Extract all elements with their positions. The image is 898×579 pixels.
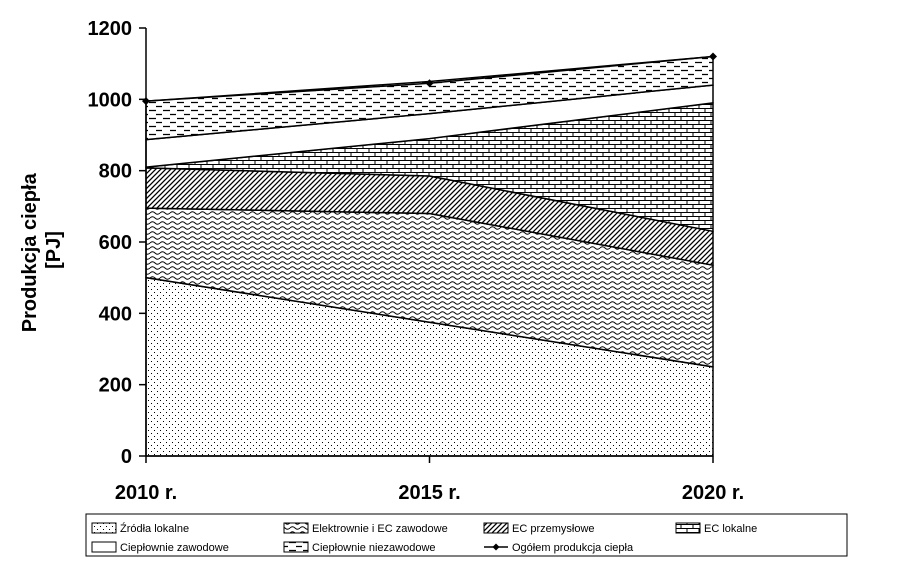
legend-item-ogolem-produkcja-ciepla: Ogółem produkcja ciepła bbox=[484, 542, 634, 554]
legend-item-ec-lokalne: EC lokalne bbox=[675, 522, 757, 535]
stacked-areas bbox=[145, 55, 714, 457]
y-tick-labels: 0 200 400 600 800 1000 1200 bbox=[88, 18, 146, 468]
legend-frame bbox=[85, 513, 848, 557]
legend-label: Źródła lokalne bbox=[120, 522, 189, 535]
legend-swatch bbox=[675, 522, 701, 534]
legend-item-cieplownie-niezawodowe: Ciepłownie niezawodowe bbox=[283, 541, 436, 554]
legend-swatch bbox=[283, 541, 309, 553]
total-point bbox=[425, 79, 434, 88]
y-tick-label: 400 bbox=[99, 303, 132, 325]
legend-label: Elektrownie i EC zawodowe bbox=[312, 523, 448, 535]
x-tick-label: 2020 r. bbox=[682, 482, 744, 504]
legend: Źródła lokalne Elektrownie i EC zawodowe E… bbox=[85, 513, 848, 557]
legend-item-zrodla-lokalne: Źródła lokalne bbox=[91, 522, 189, 535]
legend-label: EC lokalne bbox=[704, 523, 757, 535]
legend-swatch bbox=[91, 522, 117, 534]
y-axis-label: Produkcja ciepła [PJ] bbox=[19, 168, 65, 333]
x-tick-label: 2010 r. bbox=[115, 482, 177, 504]
legend-swatch-marker bbox=[492, 543, 500, 551]
y-tick-label: 200 bbox=[99, 375, 132, 397]
legend-label: Ogółem produkcja ciepła bbox=[512, 542, 634, 554]
x-tick-labels: 2010 r. 2015 r. 2020 r. bbox=[115, 456, 744, 504]
legend-label: Ciepłownie niezawodowe bbox=[312, 542, 436, 554]
y-tick-label: 1200 bbox=[88, 18, 133, 40]
legend-swatch bbox=[91, 541, 117, 553]
legend-item-elektrownie-i-ec-zawodowe: Elektrownie i EC zawodowe bbox=[283, 522, 448, 535]
y-tick-label: 1000 bbox=[88, 89, 133, 111]
legend-swatch bbox=[483, 522, 509, 534]
legend-item-cieplownie-zawodowe: Ciepłownie zawodowe bbox=[91, 541, 229, 554]
x-tick-label: 2015 r. bbox=[398, 482, 460, 504]
y-tick-label: 800 bbox=[99, 161, 132, 183]
y-tick-label: 0 bbox=[121, 446, 132, 468]
y-axis-label-line-1: Produkcja ciepła bbox=[19, 172, 41, 332]
total-point bbox=[709, 52, 717, 61]
legend-label: Ciepłownie zawodowe bbox=[120, 542, 229, 554]
y-axis-label-line-2: [PJ] bbox=[43, 231, 65, 269]
legend-swatch bbox=[283, 522, 309, 534]
legend-item-ec-przemyslowe: EC przemysłowe bbox=[483, 522, 595, 535]
y-tick-label: 600 bbox=[99, 232, 132, 254]
legend-label: EC przemysłowe bbox=[512, 523, 595, 535]
